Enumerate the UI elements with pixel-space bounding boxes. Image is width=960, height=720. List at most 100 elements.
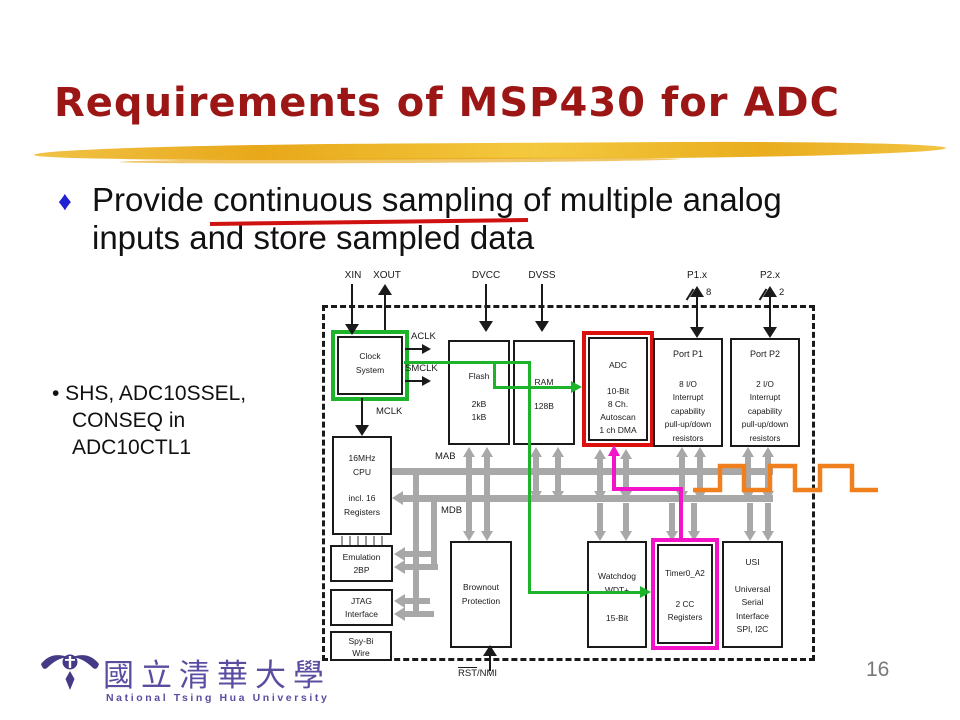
block-label: Serial xyxy=(741,597,764,607)
block-label: System xyxy=(355,364,385,375)
bus-connector xyxy=(697,456,703,492)
p2x-pin-line xyxy=(769,295,771,328)
block-label: 15-Bit xyxy=(605,613,629,623)
note-line: CONSEQ in xyxy=(72,409,186,432)
page-number: 16 xyxy=(866,658,890,681)
p1x-pin-line xyxy=(696,295,698,328)
rst-nmi-label: RST/NMI xyxy=(458,668,497,679)
block-label: WDT+ xyxy=(604,584,630,595)
bus-connector xyxy=(404,564,438,570)
timer-adc-route-line xyxy=(679,487,683,539)
emulation-link-line xyxy=(341,536,343,545)
smclk-route-line xyxy=(404,361,530,364)
mdb-bus-bar xyxy=(402,495,773,502)
bullet-text-before: Provide xyxy=(92,181,214,218)
jtag-block: JTAG Interface xyxy=(330,589,393,626)
block-label: Interface xyxy=(735,610,770,621)
block-label: resistors xyxy=(672,433,704,443)
block-label: Spy-Bi xyxy=(348,636,374,646)
emulation-link-line xyxy=(357,536,359,545)
p1-bus-width-label: 8 xyxy=(706,287,712,298)
block-label: 10-Bit xyxy=(606,386,630,396)
mclk-label: MCLK xyxy=(376,406,403,417)
block-label: 2kB xyxy=(471,398,487,409)
block-label: Universal xyxy=(734,583,771,594)
bus-connector xyxy=(413,475,419,613)
block-label: pull-up/down xyxy=(741,420,789,429)
arrow-down-icon xyxy=(762,531,774,541)
p1x-pin-label: P1.x xyxy=(686,270,707,281)
arrow-down-icon xyxy=(763,327,777,338)
bus-connector xyxy=(691,503,697,532)
note-line: ADC10CTL1 xyxy=(72,436,192,459)
arrow-up-icon xyxy=(552,447,564,457)
port-p2-block: Port P2 2 I/O Interrupt capability pull-… xyxy=(730,338,800,447)
clock-system-block: Clock System xyxy=(337,336,403,395)
arrow-down-icon xyxy=(481,531,493,541)
chip-boundary xyxy=(322,305,815,661)
arrow-down-icon xyxy=(620,491,632,501)
bus-connector xyxy=(747,503,753,532)
xout-pin-line xyxy=(384,294,386,330)
arrow-down-icon xyxy=(694,491,706,501)
arrow-down-icon xyxy=(742,491,754,501)
emulation-link-line xyxy=(349,536,351,545)
bus-connector xyxy=(555,456,561,492)
arrow-up-icon xyxy=(620,449,632,459)
bus-connector xyxy=(404,611,434,617)
arrow-right-icon xyxy=(422,376,431,386)
block-label: Wire xyxy=(352,648,370,658)
block-label: Autoscan xyxy=(600,412,636,422)
arrow-down-icon xyxy=(530,491,542,501)
xin-pin-label: XIN xyxy=(344,270,362,281)
adc-block: ADC 10-Bit 8 Ch. Autoscan 1 ch DMA xyxy=(588,337,648,441)
side-note: • SHS, ADC10SSEL, CONSEQ in ADC10CTL1 xyxy=(52,380,312,461)
block-label: Protection xyxy=(461,595,501,606)
smclk-line xyxy=(405,380,422,382)
arrow-right-icon xyxy=(571,381,582,393)
block-label: resistors xyxy=(749,433,781,443)
block-label: RAM xyxy=(534,377,554,387)
usi-block: USI Universal Serial Interface SPI, I2C xyxy=(722,541,783,648)
timer-adc-route-line xyxy=(612,487,683,491)
bus-connector xyxy=(533,456,539,492)
smclk-route-line xyxy=(528,591,640,594)
bullet-line1: Provide continuous sampling of multiple … xyxy=(92,181,942,219)
arrow-up-icon xyxy=(608,445,620,456)
smclk-route-line xyxy=(528,361,531,594)
bus-connector xyxy=(745,456,751,492)
block-label: Interface xyxy=(344,609,379,619)
p2x-pin-label: P2.x xyxy=(759,270,780,281)
block-label: SPI, I2C xyxy=(736,624,769,634)
bus-connector xyxy=(597,458,603,492)
arrow-up-icon xyxy=(694,447,706,457)
block-label: pull-up/down xyxy=(664,420,712,429)
block-label: incl. 16 xyxy=(348,493,376,503)
bus-connector xyxy=(623,458,629,492)
xin-pin-line xyxy=(351,284,353,326)
arrow-up-icon xyxy=(481,447,493,457)
arrow-down-icon xyxy=(479,321,493,332)
arrow-down-icon xyxy=(690,327,704,338)
arrow-down-icon xyxy=(620,531,632,541)
arrow-right-icon xyxy=(422,344,431,354)
block-label: Flash xyxy=(468,371,490,381)
block-label: ADC xyxy=(609,360,627,370)
block-label: 2BP xyxy=(353,565,370,575)
block-label: capability xyxy=(747,406,783,416)
dvss-pin-line xyxy=(541,284,543,323)
page-title: Requirements of MSP430 for ADC xyxy=(54,80,840,126)
block-label: Interrupt xyxy=(672,393,704,402)
arrow-left-icon xyxy=(394,560,405,574)
bus-connector xyxy=(431,502,437,566)
mdb-bus-label: MDB xyxy=(441,505,463,516)
arrow-left-icon xyxy=(394,594,405,608)
mclk-line xyxy=(361,398,363,427)
emulation-link-line xyxy=(381,536,383,545)
block-label: Port P2 xyxy=(749,349,780,359)
aclk-label: ACLK xyxy=(411,331,436,342)
smclk-route-line xyxy=(493,386,571,389)
timer-adc-route-line xyxy=(612,456,616,490)
spy-bi-wire-block: Spy-Bi Wire xyxy=(330,631,392,661)
arrow-down-icon xyxy=(666,531,678,541)
